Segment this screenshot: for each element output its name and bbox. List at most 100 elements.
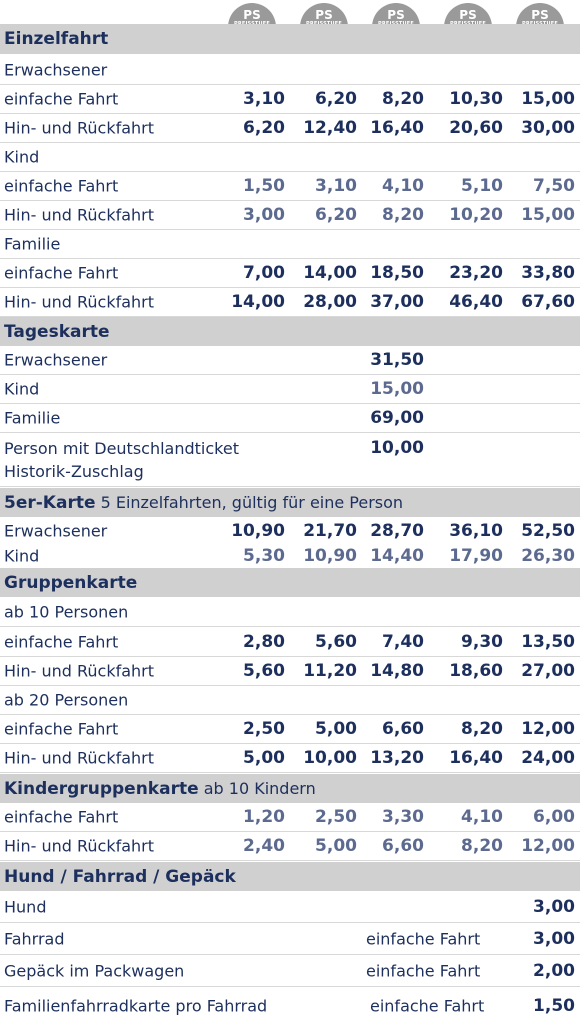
section-einzelfahrt: Einzelfahrt	[0, 24, 580, 54]
price-cell: 11,20	[303, 661, 357, 681]
row-label: einfache Fahrt	[4, 263, 119, 283]
row-label: einfache Fahrt	[4, 632, 119, 652]
row-label: Hund	[4, 897, 47, 916]
price-cell: 36,10	[449, 520, 503, 541]
badge-ps: PS	[531, 8, 549, 22]
price-cell: 6,60	[382, 719, 424, 739]
price-cell: 10,90	[303, 545, 357, 566]
section-note: ab 10 Kindern	[198, 778, 316, 798]
table-row: Erwachsener 10,90 21,70 28,70 36,10 52,5…	[0, 518, 580, 543]
price-cell: 5,00	[315, 719, 357, 739]
price-cell: 6,00	[533, 807, 575, 827]
subheading-ab-20: ab 20 Personen	[0, 686, 580, 715]
price-cell: 3,10	[243, 89, 285, 109]
table-row: einfache Fahrt 1,20 2,50 3,30 4,10 6,00	[0, 803, 580, 832]
price-cell: 15,00	[521, 205, 575, 225]
row-label: Erwachsener	[4, 521, 108, 540]
price-cell: 7,40	[382, 632, 424, 652]
section-title-text: Kindergruppenkarte	[4, 778, 199, 799]
row-label: Historik-Zuschlag	[4, 462, 144, 481]
price-cell: 6,20	[243, 118, 285, 138]
price-cell: 6,20	[315, 205, 357, 225]
section-title: Kindergruppenkarte ab 10 Kindern	[4, 779, 316, 799]
table-row: Kind 15,00	[0, 375, 580, 404]
price-cell: 27,00	[521, 661, 575, 681]
row-label: Erwachsener	[4, 60, 108, 80]
section-title: 5er-Karte 5 Einzelfahrten, gültig für ei…	[4, 493, 403, 513]
table-row: einfache Fahrt 2,50 5,00 6,60 8,20 12,00	[0, 715, 580, 744]
price-cell: 8,20	[382, 205, 424, 225]
price-cell: 30,00	[521, 118, 575, 138]
row-label: ab 10 Personen	[4, 602, 129, 622]
price-cell: 14,80	[370, 661, 424, 681]
price-cell: 5,60	[243, 661, 285, 681]
price-cell: 3,30	[382, 807, 424, 827]
price-cell: 1,20	[243, 807, 285, 827]
price-cell: 12,40	[303, 118, 357, 138]
price-cell: 10,90	[231, 520, 285, 541]
section-title-text: 5er-Karte	[4, 492, 96, 513]
section-5er-karte: 5er-Karte 5 Einzelfahrten, gültig für ei…	[0, 488, 580, 517]
price-cell: 67,60	[521, 292, 575, 312]
fare-type-label: einfache Fahrt	[366, 961, 481, 980]
badge-ps: PS	[315, 8, 333, 22]
price-cell: 52,50	[521, 520, 575, 541]
row-label: ab 20 Personen	[4, 690, 129, 710]
table-row: einfache Fahrt 7,00 14,00 18,50 23,20 33…	[0, 259, 580, 288]
price-cell: 1,50	[243, 176, 285, 196]
price-cell: 10,00	[370, 438, 424, 458]
price-cell: 31,50	[370, 350, 424, 370]
fare-type-label: einfache Fahrt	[366, 929, 481, 948]
row-label: Person mit Deutschlandticket	[4, 439, 239, 458]
price-cell: 2,00	[533, 960, 575, 981]
table-row: Person mit Deutschlandticket Historik-Zu…	[0, 433, 580, 487]
price-cell: 6,20	[315, 89, 357, 109]
table-row: einfache Fahrt 1,50 3,10 4,10 5,10 7,50	[0, 172, 580, 201]
row-label: Kind	[4, 546, 40, 565]
price-cell: 2,50	[243, 719, 285, 739]
price-cell: 4,10	[382, 176, 424, 196]
row-label: Gepäck im Packwagen	[4, 961, 185, 980]
table-row: Gepäck im Packwagen einfache Fahrt 2,00	[0, 955, 580, 987]
price-cell: 5,30	[243, 545, 285, 566]
table-row: Hin- und Rückfahrt 14,00 28,00 37,00 46,…	[0, 288, 580, 317]
badge-ps: PS	[243, 8, 261, 22]
row-label: einfache Fahrt	[4, 807, 119, 827]
price-cell: 8,20	[461, 836, 503, 856]
fare-type-label: einfache Fahrt	[370, 996, 485, 1016]
price-cell: 23,20	[449, 263, 503, 283]
section-title: Gruppenkarte	[4, 572, 138, 593]
row-label: Hin- und Rückfahrt	[4, 661, 155, 681]
price-cell: 33,80	[521, 263, 575, 283]
section-note: 5 Einzelfahrten, gültig für eine Person	[95, 492, 404, 512]
price-cell: 14,00	[231, 292, 285, 312]
price-cell: 4,10	[461, 807, 503, 827]
table-row: einfache Fahrt 2,80 5,60 7,40 9,30 13,50	[0, 628, 580, 657]
price-cell: 15,00	[370, 379, 424, 399]
section-title: Tageskarte	[4, 321, 110, 342]
price-cell: 10,00	[303, 748, 357, 768]
price-cell: 21,70	[303, 520, 357, 541]
price-cell: 17,90	[449, 545, 503, 566]
table-row: Familie 69,00	[0, 404, 580, 433]
price-cell: 14,40	[370, 545, 424, 566]
row-label: Hin- und Rückfahrt	[4, 118, 155, 138]
subheading-familie: Familie	[0, 230, 580, 259]
table-row: Familienfahrradkarte pro Fahrrad einfach…	[0, 987, 580, 1025]
price-cell: 2,80	[243, 632, 285, 652]
price-cell: 14,00	[303, 263, 357, 283]
price-cell: 7,50	[533, 176, 575, 196]
price-cell: 20,60	[449, 118, 503, 138]
row-label: einfache Fahrt	[4, 176, 119, 196]
row-label: Hin- und Rückfahrt	[4, 292, 155, 312]
price-cell: 5,00	[315, 836, 357, 856]
table-row: Hin- und Rückfahrt 2,40 5,00 6,60 8,20 1…	[0, 832, 580, 861]
subheading-erwachsener: Erwachsener	[0, 56, 580, 85]
price-cell: 24,00	[521, 748, 575, 768]
price-cell: 3,00	[533, 928, 575, 949]
price-cell: 2,50	[315, 807, 357, 827]
section-gruppenkarte: Gruppenkarte	[0, 568, 580, 597]
price-cell: 6,60	[382, 836, 424, 856]
row-label: Kind	[4, 147, 40, 167]
table-row: Hin- und Rückfahrt 6,20 12,40 16,40 20,6…	[0, 114, 580, 143]
